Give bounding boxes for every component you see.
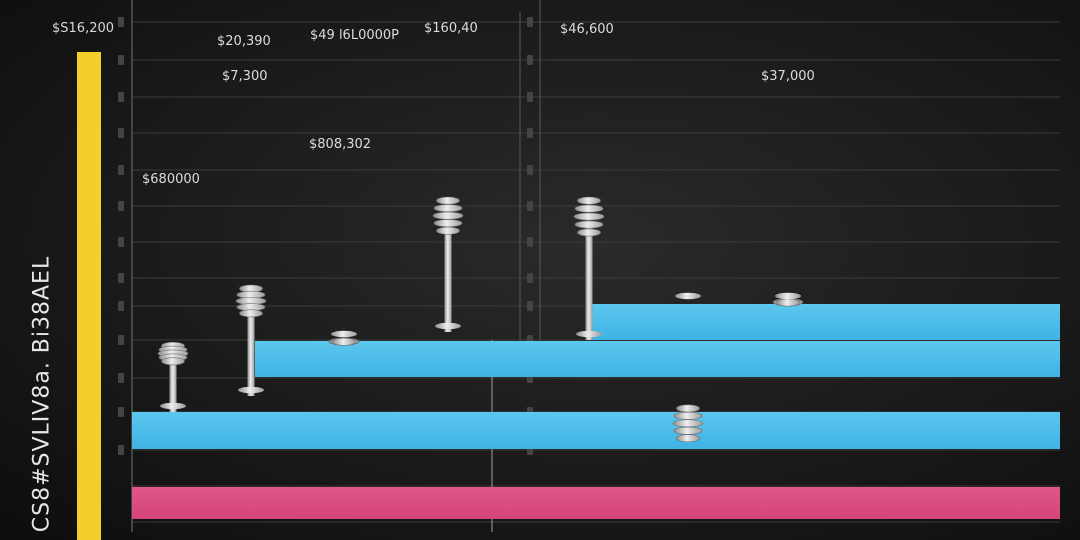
pin-foot-1 — [238, 386, 264, 394]
pin-label-0: $680000 — [142, 172, 200, 187]
pin-label-2: $20,390 — [217, 34, 271, 49]
pin-label-3: $808,302 — [309, 137, 371, 152]
accent-bar — [77, 52, 101, 540]
pin-cap-ring-1-4 — [239, 309, 263, 318]
tick-glyph-0-5 — [118, 201, 124, 211]
tick-glyph-1-0 — [527, 17, 533, 27]
band-blue-2 — [132, 412, 1060, 449]
tick-glyph-0-6 — [118, 237, 124, 247]
y-axis-label: CS8#SVLIV8a. Bi38AEL — [29, 255, 55, 533]
pin-cap-ring-7-2 — [672, 419, 704, 428]
tick-glyph-0-7 — [118, 273, 124, 283]
pin-cap-ring-6-4 — [577, 228, 601, 237]
pin-cap-ring-5-1 — [433, 204, 463, 213]
pin-cap-ring-6-0 — [577, 196, 601, 205]
pin-cap-ring-0-4 — [161, 357, 185, 366]
pin-cap-ring-5-3 — [433, 219, 463, 228]
pin-foot-6 — [576, 330, 602, 338]
pin-shaft-5 — [444, 223, 452, 332]
tick-glyph-0-11 — [118, 407, 124, 417]
tick-glyph-1-6 — [527, 237, 533, 247]
pin-cap-ring-8-4 — [776, 298, 800, 307]
tick-glyph-0-3 — [118, 128, 124, 138]
pin-0 — [157, 341, 189, 412]
pin-cap-ring-7-3 — [673, 411, 703, 420]
pin-shaft-1 — [247, 307, 255, 396]
tick-glyph-1-7 — [527, 273, 533, 283]
pin-3 — [328, 330, 360, 346]
pin-cap-ring-5-2 — [432, 211, 464, 220]
pin-cap-ring-6-2 — [573, 212, 605, 221]
tick-glyph-0-12 — [118, 445, 124, 455]
pin-8 — [772, 292, 804, 307]
pin-shaft-0 — [169, 356, 177, 412]
pin-foot-7 — [675, 292, 701, 300]
pin-foot-5 — [435, 322, 461, 330]
pin-cap-ring-3-4 — [332, 337, 356, 346]
pin-label-1: $7,300 — [222, 69, 268, 84]
bands — [132, 304, 1060, 519]
pin-cap-ring-5-0 — [436, 196, 460, 205]
pin-cap-ring-7-4 — [676, 404, 700, 413]
tick-glyph-0-9 — [118, 335, 124, 345]
pin-series — [157, 196, 804, 443]
pin-cap-ring-5-4 — [436, 226, 460, 235]
band-pink-3 — [132, 487, 1060, 519]
tick-glyph-0-2 — [118, 92, 124, 102]
tick-glyph-1-3 — [527, 128, 533, 138]
tick-glyph-0-10 — [118, 373, 124, 383]
pin-labels: $680000 $7,300 $20,390 $808,302 $49 l6L0000P… — [142, 21, 815, 187]
pin-foot-3 — [331, 330, 357, 338]
tick-glyph-1-5 — [527, 201, 533, 211]
corner-value-label: $S16,200 — [52, 21, 115, 36]
pin-1 — [235, 284, 267, 396]
pin-label-8: $37,000 — [761, 69, 815, 84]
tick-glyph-0-0 — [118, 17, 124, 27]
pin-cap-ring-7-0 — [676, 434, 700, 443]
tick-glyph-0-8 — [118, 301, 124, 311]
band-blue-0 — [590, 304, 1060, 340]
pin-foot-0 — [160, 402, 186, 410]
pin-label-6: $46,600 — [560, 22, 614, 37]
tick-glyph-0-1 — [118, 55, 124, 65]
tick-glyph-1-2 — [527, 92, 533, 102]
pin-shaft-6 — [585, 225, 593, 340]
pin-label-4: $49 l6L0000P — [310, 28, 399, 43]
tick-glyph-1-4 — [527, 165, 533, 175]
pin-6 — [573, 196, 605, 340]
pin-cap-ring-7-1 — [673, 426, 703, 435]
tick-glyph-0-4 — [118, 165, 124, 175]
band-blue-1 — [255, 341, 1060, 377]
tick-glyph-1-8 — [527, 301, 533, 311]
pin-cap-ring-6-1 — [574, 204, 604, 213]
pin-label-5: $160,40 — [424, 21, 478, 36]
tick-glyph-1-1 — [527, 55, 533, 65]
pin-cap-ring-6-3 — [574, 220, 604, 229]
pin-foot-8 — [775, 292, 801, 300]
pin-5 — [432, 196, 464, 332]
pin-7 — [672, 292, 704, 443]
